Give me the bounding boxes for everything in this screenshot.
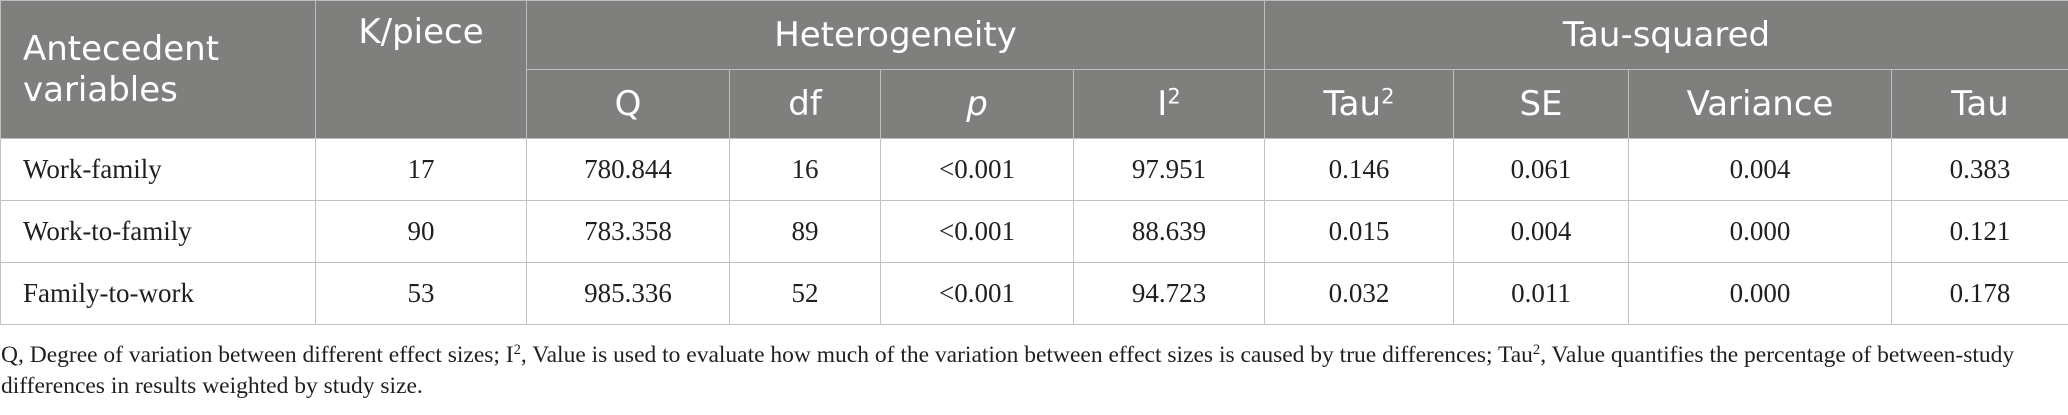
header-se: SE — [1453, 69, 1630, 139]
cell-i2: 88.639 — [1072, 200, 1266, 263]
header-i-base: I — [1157, 84, 1168, 124]
table-row: Work-to-family 90 783.358 89 <0.001 88.6… — [0, 200, 2068, 263]
cell-tau: 0.121 — [1891, 200, 2068, 263]
cell-variable: Family-to-work — [0, 262, 316, 325]
footnote-part-2: , Value is used to evaluate how much of … — [520, 342, 1533, 368]
cell-k: 17 — [315, 138, 527, 201]
footnote-sup-2: 2 — [1532, 342, 1541, 358]
header-tau2-base: Tau — [1323, 84, 1382, 124]
header-row-top: Antecedent variables K/piece Heterogenei… — [0, 0, 2068, 139]
header-i-sup: 2 — [1167, 83, 1181, 109]
cell-p: <0.001 — [880, 200, 1074, 263]
cell-i2: 94.723 — [1072, 262, 1266, 325]
header-variance: Variance — [1628, 69, 1893, 139]
cell-tau: 0.383 — [1891, 138, 2068, 201]
header-q: Q — [526, 69, 730, 139]
header-tau: Tau — [1891, 69, 2068, 139]
cell-q: 985.336 — [526, 262, 730, 325]
header-tau2: Tau2 — [1264, 69, 1455, 139]
header-heterogeneity: Heterogeneity — [525, 0, 1266, 70]
cell-variable: Work-to-family — [0, 200, 316, 263]
cell-q: 780.844 — [526, 138, 730, 201]
header-i-squared: I2 — [1072, 69, 1266, 139]
cell-variance: 0.004 — [1628, 138, 1893, 201]
header-tau2-sup: 2 — [1381, 83, 1395, 109]
cell-variance: 0.000 — [1628, 262, 1893, 325]
cell-k: 53 — [315, 262, 527, 325]
cell-q: 783.358 — [526, 200, 730, 263]
cell-k: 90 — [315, 200, 527, 263]
cell-variance: 0.000 — [1628, 200, 1893, 263]
header-row-sub: Q df p I2 Tau2 SE Variance Tau — [1, 69, 2068, 139]
header-tau-squared: Tau-squared — [1264, 0, 2068, 70]
table-row: Work-family 17 780.844 16 <0.001 97.951 … — [0, 138, 2068, 201]
cell-i2: 97.951 — [1072, 138, 1266, 201]
heterogeneity-table: Antecedent variables K/piece Heterogenei… — [0, 0, 2068, 325]
footnote-part-1: Q, Degree of variation between different… — [1, 342, 514, 368]
cell-variable: Work-family — [0, 138, 316, 201]
cell-p: <0.001 — [880, 262, 1074, 325]
table-container: Antecedent variables K/piece Heterogenei… — [0, 0, 2068, 325]
cell-df: 52 — [729, 262, 881, 325]
cell-tau2: 0.015 — [1264, 200, 1455, 263]
table-footnote: Q, Degree of variation between different… — [1, 340, 2061, 402]
cell-tau2: 0.032 — [1264, 262, 1455, 325]
cell-df: 16 — [729, 138, 881, 201]
footnote-sup-1: 2 — [513, 342, 521, 358]
footnote-part-3: , Value quantifies the percentage of bet… — [1, 342, 2015, 399]
cell-se: 0.004 — [1453, 200, 1630, 263]
cell-tau: 0.178 — [1891, 262, 2068, 325]
cell-se: 0.061 — [1453, 138, 1630, 201]
header-k-piece: K/piece — [315, 0, 527, 139]
cell-se: 0.011 — [1453, 262, 1630, 325]
cell-tau2: 0.146 — [1264, 138, 1455, 201]
cell-p: <0.001 — [880, 138, 1074, 201]
header-df: df — [729, 69, 881, 139]
header-p: p — [880, 69, 1074, 139]
header-antecedent-variables: Antecedent variables — [0, 0, 316, 139]
cell-df: 89 — [729, 200, 881, 263]
table-row: Family-to-work 53 985.336 52 <0.001 94.7… — [0, 262, 2068, 325]
